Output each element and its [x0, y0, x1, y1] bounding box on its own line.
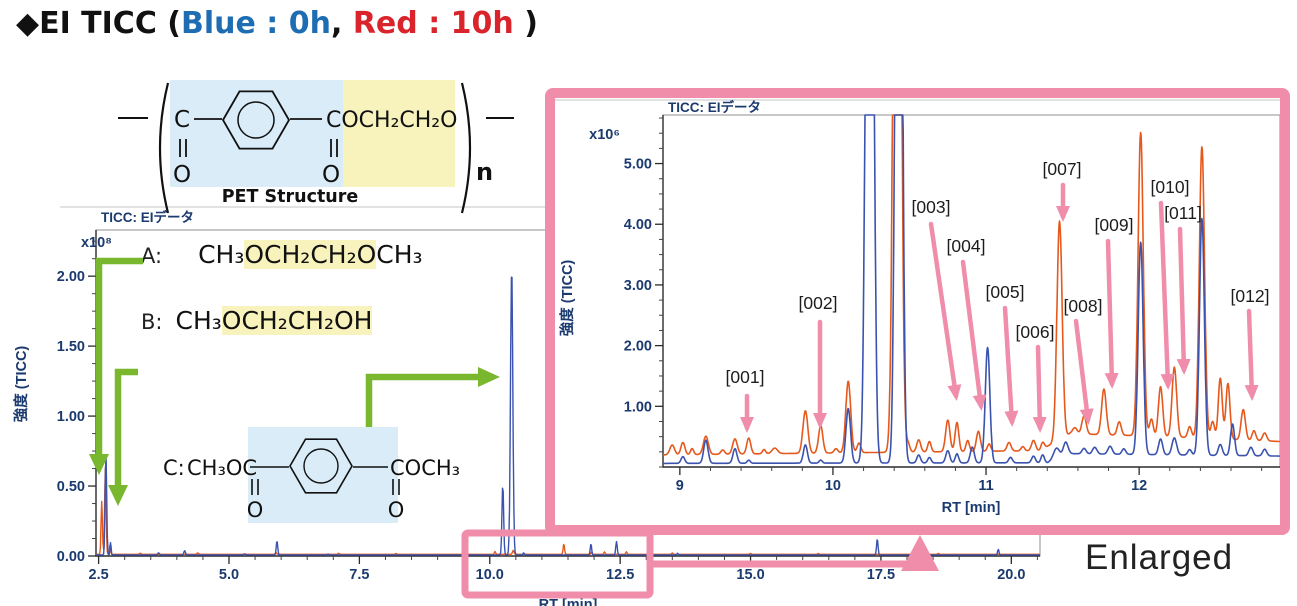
x-tick-label: 9 [676, 478, 684, 494]
y-axis-label: 強度 (TICC) [558, 260, 576, 337]
peak-annotation-label: [007] [1043, 159, 1082, 179]
title-red-condition: Red : 10h [352, 6, 514, 41]
trace-10h [662, 114, 1280, 456]
y-tick-label: 1.50 [57, 339, 85, 355]
pet-oxygen-right: O [322, 162, 340, 188]
peak-annotation-arrow [960, 259, 987, 411]
compound-c-structure: C: CH₃OC O COCH₃ O [163, 427, 460, 523]
x-tick-label: 12 [1131, 478, 1147, 494]
x-tick-label: 11 [978, 478, 993, 494]
pet-benzene-circle [237, 101, 275, 139]
pet-paren-left [158, 82, 170, 214]
peak-annotation-arrow [928, 221, 962, 401]
pet-chain: COCH₂CH₂O [326, 108, 457, 133]
compound-c-oxygen-right: O [388, 498, 405, 522]
compound-c-right-group: COCH₃ [390, 456, 460, 480]
compound-c-oxygen-left: O [247, 498, 264, 522]
y-axis-label: 強度 (TICC) [12, 346, 30, 423]
pet-highlight-blue [170, 80, 343, 187]
y-tick-label: 2.00 [57, 269, 85, 285]
x-tick-label: 20.0 [997, 567, 1025, 583]
peak-annotation-label: [009] [1095, 215, 1134, 235]
pet-highlight-yellow [343, 80, 455, 187]
compound-b-highlight: OCH₂CH₂OH [221, 306, 373, 335]
y-scale-label: x10⁶ [589, 127, 620, 143]
pet-n-subscript: n [476, 158, 493, 186]
peak-annotation-label: [004] [947, 236, 986, 256]
peak-annotation-arrow [1244, 308, 1259, 401]
compound-c-highlight-blue [248, 427, 398, 523]
pet-carbon: C [174, 107, 190, 133]
x-tick-label: 7.5 [349, 567, 369, 583]
y-tick-label: 0.50 [57, 479, 85, 495]
x-tick-label: 5.0 [219, 567, 239, 583]
title-prefix: ◆EI TICC ( [16, 6, 181, 41]
x-tick-label: 10 [825, 478, 841, 494]
peak-annotation-label: [006] [1016, 322, 1055, 342]
axis-lines [662, 115, 1280, 468]
peak-annotation-arrow [1032, 344, 1047, 433]
peak-annotation-label: [011] [1164, 203, 1202, 223]
y-tick-label: 2.00 [624, 339, 652, 355]
peak-annotation-label: [002] [799, 293, 838, 313]
compound-a-highlight: OCH₂CH₂O [244, 240, 377, 269]
x-tick-label: 10.0 [476, 567, 504, 583]
peak-annotation-label: [008] [1064, 296, 1103, 316]
peak-annotation-label: [003] [912, 197, 951, 217]
pet-paren-right [460, 82, 472, 214]
compound-b-formula: B: CH₃OCH₂CH₂OH [141, 306, 373, 335]
enlarged-chromatogram: 9 10 11 12 1.00 2.00 3.00 4.00 5.00 TICC: EIデータ x1… [555, 99, 1280, 516]
peak-annotation-label: [001] [726, 367, 765, 387]
x-axis-label: RT [min] [942, 500, 1001, 516]
enlarged-caption: Enlarged [1085, 538, 1234, 577]
peak-annotation-label: [012] [1231, 286, 1270, 306]
compound-b-label: B: [141, 310, 163, 334]
y-tick-label: 4.00 [624, 217, 652, 233]
pet-benzene-ring [221, 90, 291, 150]
compound-a-suffix: CH₃ [376, 240, 423, 269]
peak-annotation-arrow [1158, 200, 1175, 390]
slide-title: ◆EI TICC (Blue : 0h, Red : 10h ) [16, 6, 538, 41]
y-scale-label: x10⁸ [81, 235, 112, 251]
y-tick-label: 5.00 [624, 157, 652, 173]
compound-c-benzene-ring [289, 438, 353, 494]
chart-title: TICC: EIデータ [668, 99, 761, 115]
y-tick-label: 1.00 [624, 399, 652, 415]
peak-annotation-label: [010] [1151, 177, 1190, 197]
y-tick-label: 3.00 [624, 278, 652, 294]
title-suffix: ) [513, 6, 538, 41]
peak-annotation-arrow [1002, 305, 1019, 427]
pet-oxygen-left: O [173, 162, 191, 188]
compound-b-prefix: CH₃ [175, 306, 222, 335]
trace-0h [662, 114, 1280, 465]
enlarged-panel: 9 10 11 12 1.00 2.00 3.00 4.00 5.00 TICC: EIデータ x1… [545, 88, 1290, 535]
chart-title: TICC: EIデータ [101, 209, 194, 225]
plot-border [662, 114, 1280, 468]
peak-annotation-arrow [1176, 226, 1191, 375]
compound-c-benzene-circle [303, 448, 339, 484]
y-tick-label: 1.00 [57, 409, 85, 425]
compound-c-left-group: CH₃OC [187, 456, 257, 480]
pet-structure-label: PET Structure [222, 187, 359, 207]
y-tick-label: 0.00 [57, 549, 85, 565]
title-blue-condition: Blue : 0h [181, 6, 331, 41]
compound-a-label: A: [141, 244, 163, 268]
peak-annotation-label: [005] [986, 282, 1025, 302]
x-tick-label: 12.5 [606, 567, 634, 583]
x-tick-label: 17.5 [867, 567, 895, 583]
pet-structure-diagram: C O COCH₂CH₂O O n PET Structure [118, 80, 514, 214]
peak-annotation-arrow [1104, 238, 1119, 389]
x-axis-label: RT [min] [539, 597, 598, 606]
peak-annotation-arrow [1073, 318, 1094, 425]
x-tick-label: 2.5 [89, 567, 109, 583]
compound-a-prefix: CH₃ [198, 240, 245, 269]
compound-a-formula: A: CH₃OCH₂CH₂OCH₃ [141, 240, 423, 269]
title-comma: , [330, 6, 353, 41]
compound-c-label: C: [163, 456, 185, 480]
x-tick-label: 15.0 [736, 567, 764, 583]
